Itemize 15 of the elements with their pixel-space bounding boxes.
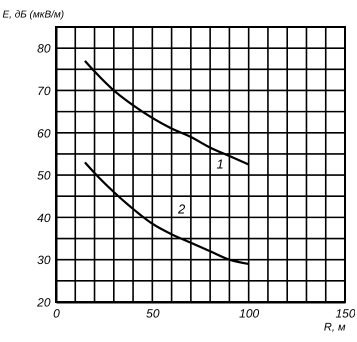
series-label: 1 bbox=[216, 156, 224, 172]
x-axis-title: R, м bbox=[324, 322, 346, 334]
y-tick-label: 20 bbox=[36, 296, 51, 310]
y-tick-label: 80 bbox=[37, 42, 51, 56]
y-tick-label: 50 bbox=[37, 168, 51, 183]
x-tick-label: 50 bbox=[146, 306, 160, 320]
x-tick-label: 150 bbox=[335, 306, 356, 320]
y-axis-title: E, дБ (мкВ/м) bbox=[2, 10, 64, 20]
x-tick-label: 0 bbox=[53, 306, 60, 320]
y-tick-label: 70 bbox=[37, 84, 51, 98]
x-tick-label: 100 bbox=[239, 306, 260, 320]
y-tick-label: 60 bbox=[37, 126, 51, 140]
series-label: 2 bbox=[176, 201, 186, 216]
y-tick-label: 40 bbox=[37, 210, 51, 225]
y-tick-label: 30 bbox=[37, 253, 51, 268]
